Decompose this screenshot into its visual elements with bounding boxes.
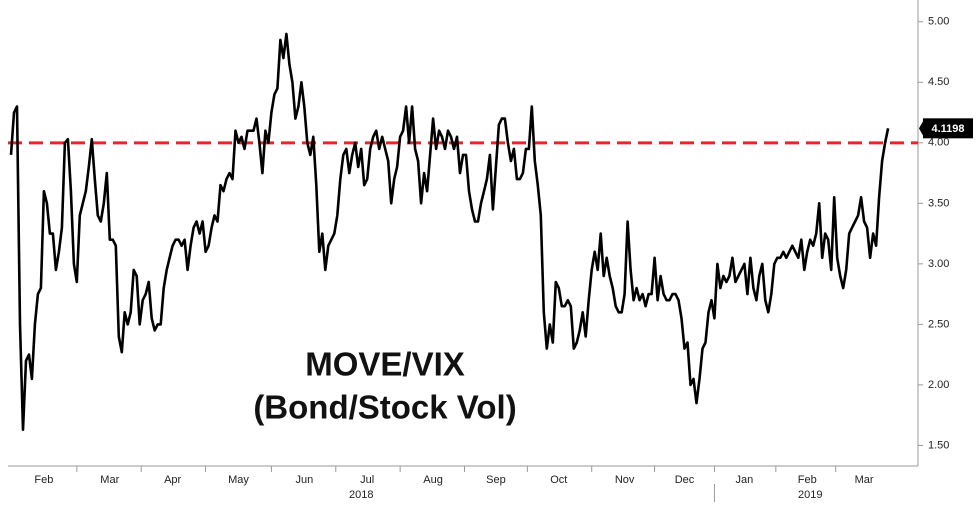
last-value-box (923, 118, 973, 139)
x-tick-label: Sep (486, 474, 506, 486)
y-tick-label: 2.00 (928, 379, 949, 391)
x-tick-label: Mar (855, 474, 874, 486)
last-value-pointer (919, 119, 924, 138)
data-line (9, 32, 890, 431)
y-tick-label: 4.00 (928, 137, 949, 149)
x-tick-label: Dec (675, 474, 695, 486)
x-tick-label: Jan (736, 474, 754, 486)
x-tick-label: Aug (423, 474, 443, 486)
y-tick-label: 3.00 (928, 258, 949, 270)
x-tick-label: Feb (34, 474, 53, 486)
y-tick-label: 4.50 (928, 76, 949, 88)
x-tick-label: Jun (295, 474, 313, 486)
last-value-label: 4.1198 (931, 123, 964, 135)
x-tick-label: Apr (164, 474, 181, 486)
y-tick-label: 1.50 (928, 439, 949, 451)
x-tick-label: May (228, 474, 249, 486)
annotation: (Bond/Stock Vol) (253, 389, 516, 426)
y-tick-label: 2.50 (928, 318, 949, 330)
x-tick-label: Mar (100, 474, 119, 486)
x-group-label: 2018 (349, 489, 373, 501)
x-group-label: 2019 (798, 489, 822, 501)
x-tick-label: Nov (615, 474, 635, 486)
x-tick-label: Oct (550, 474, 567, 486)
x-tick-label: Feb (798, 474, 817, 486)
y-tick-label: 3.50 (928, 197, 949, 209)
y-tick-label: 5.00 (928, 16, 949, 28)
annotation: MOVE/VIX (305, 346, 465, 383)
x-tick-label: Jul (360, 474, 374, 486)
